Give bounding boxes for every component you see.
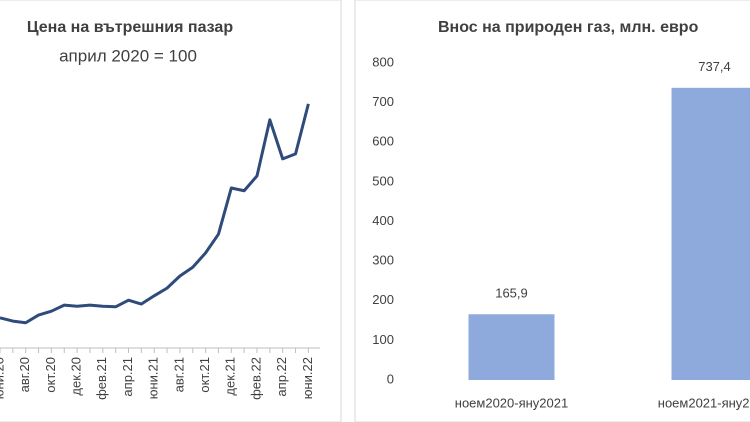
chart-subtitle: април 2020 = 100 bbox=[59, 46, 197, 65]
y-tick-label: 0 bbox=[387, 371, 394, 386]
x-tick-label: авг.20 bbox=[17, 357, 32, 392]
x-tick-label: фев.22 bbox=[248, 357, 263, 400]
x-tick-label: юни.20 bbox=[0, 357, 6, 399]
y-tick-label: 600 bbox=[372, 134, 394, 149]
y-tick-label: 200 bbox=[372, 292, 394, 307]
y-tick-label: 800 bbox=[372, 54, 394, 69]
left-panel bbox=[0, 0, 342, 422]
value-label: 165,9 bbox=[495, 286, 528, 301]
x-tick-label: дек.20 bbox=[69, 357, 84, 396]
x-tick-label: апр.22 bbox=[274, 357, 289, 397]
bar bbox=[468, 314, 555, 380]
x-tick-label: юни.21 bbox=[146, 357, 161, 399]
x-tick-label: окт.21 bbox=[197, 357, 212, 393]
x-tick-label: авг.21 bbox=[171, 357, 186, 392]
value-label: 737,4 bbox=[698, 59, 731, 74]
x-tick-label: дек.21 bbox=[223, 357, 238, 396]
x-tick-label: юни.22 bbox=[300, 357, 315, 399]
y-tick-label: 400 bbox=[372, 213, 394, 228]
chart-title: Цена на вътрешния пазар bbox=[27, 19, 233, 36]
x-tick-label: окт.20 bbox=[43, 357, 58, 393]
x-tick-label: апр.21 bbox=[120, 357, 135, 397]
y-tick-label: 100 bbox=[372, 332, 394, 347]
y-tick-label: 500 bbox=[372, 173, 394, 188]
x-tick-label: ноем2020-яну2021 bbox=[455, 395, 568, 410]
y-tick-label: 700 bbox=[372, 94, 394, 109]
x-tick-label: фев.21 bbox=[94, 357, 109, 400]
bar bbox=[671, 87, 750, 381]
line bbox=[0, 103, 310, 325]
y-tick-label: 300 bbox=[372, 253, 394, 268]
chart-title: Внос на природен газ, млн. евро bbox=[438, 19, 699, 36]
x-tick-label: ноем2021-яну2022 bbox=[658, 395, 750, 410]
